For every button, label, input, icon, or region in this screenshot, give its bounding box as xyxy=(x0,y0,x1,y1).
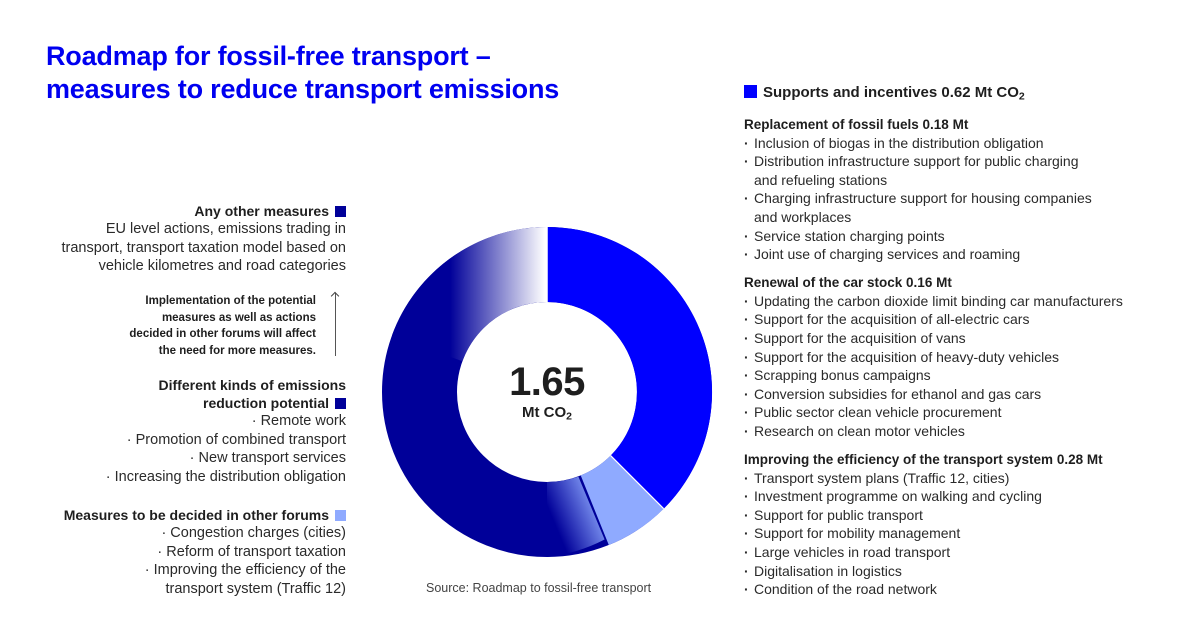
title-line-2: measures to reduce transport emissions xyxy=(46,74,560,104)
item-text: Support for mobility management xyxy=(754,525,961,542)
list-item: Research on clean motor vehicles xyxy=(744,422,1184,441)
section-transport-efficiency: Improving the efficiency of the transpor… xyxy=(744,451,1184,599)
page-title: Roadmap for fossil-free transport – meas… xyxy=(46,40,686,106)
legend-swatch-navy-icon xyxy=(335,398,346,409)
legend-other-forums: Measures to be decided in other forums ·… xyxy=(64,506,346,598)
list-item: Public sector clean vehicle procurement xyxy=(744,403,1184,422)
legend-reduction-potential: Different kinds of emissions reduction p… xyxy=(106,376,346,486)
legend-heading: reduction potential xyxy=(106,394,346,412)
segment-supports-incentives xyxy=(547,226,713,509)
source-caption: Source: Roadmap to fossil-free transport xyxy=(426,581,652,595)
note-line: Implementation of the potential xyxy=(145,295,316,307)
legend-line: EU level actions, emissions trading in xyxy=(105,221,346,237)
list-item: Distribution infrastructure support for … xyxy=(744,152,1184,189)
list-item: Charging infrastructure support for hous… xyxy=(744,189,1184,226)
list-item: Support for the acquisition of vans xyxy=(744,329,1184,348)
section-fossil-fuels: Replacement of fossil fuels 0.18 Mt Incl… xyxy=(744,116,1184,264)
list-item: · Increasing the distribution obligation xyxy=(105,468,346,485)
supports-title: Supports and incentives 0.62 Mt CO2 xyxy=(744,83,1184,107)
list-item: · Reform of transport taxation xyxy=(157,543,346,560)
list-item: transport system (Traffic 12) xyxy=(165,580,347,597)
segment-any-other-measures xyxy=(391,227,547,362)
legend-any-other-measures: Any other measures EU level actions, emi… xyxy=(61,202,346,276)
list-item: Support for public transport xyxy=(744,506,1184,525)
list-item: Support for the acquisition of all-elect… xyxy=(744,310,1184,329)
section-car-stock: Renewal of the car stock 0.16 Mt Updatin… xyxy=(744,274,1184,441)
legend-swatch-navy-icon xyxy=(335,206,346,217)
item-text: Investment programme on walking and cycl… xyxy=(754,488,1042,505)
legend-heading-text: reduction potential xyxy=(203,395,329,411)
item-text-continued: and refueling stations xyxy=(754,171,888,188)
item-text: Distribution infrastructure support for … xyxy=(754,153,1079,170)
list-item: Inclusion of biogas in the distribution … xyxy=(744,134,1184,153)
note-line: decided in other forums will affect xyxy=(129,328,316,340)
arrow-up-icon xyxy=(335,293,336,356)
item-text: Inclusion of biogas in the distribution … xyxy=(754,134,1044,151)
legend-heading: Measures to be decided in other forums xyxy=(64,506,346,524)
item-text: Charging infrastructure support for hous… xyxy=(754,190,1092,207)
unit-text: Mt CO xyxy=(521,404,567,421)
list-item: · New transport services xyxy=(189,450,346,466)
donut-total-unit: Mt CO2 xyxy=(447,404,647,426)
section-heading: Improving the efficiency of the transpor… xyxy=(744,451,1103,467)
legend-line: vehicle kilometres and road categories xyxy=(98,258,346,274)
list-item: Support for mobility management xyxy=(744,524,1184,543)
list-item: · Improving the efficiency of the xyxy=(144,562,346,578)
item-text: Joint use of charging services and roami… xyxy=(754,246,1021,263)
unit-subscript: 2 xyxy=(566,410,572,423)
list-item: Updating the carbon dioxide limit bindin… xyxy=(744,292,1184,311)
legend-swatch-light-blue-icon xyxy=(335,510,346,521)
list-item: Service station charging points xyxy=(744,227,1184,246)
list-item: · Promotion of combined transport xyxy=(126,431,346,448)
list-item: Joint use of charging services and roami… xyxy=(744,245,1184,264)
item-text: Service station charging points xyxy=(754,227,945,244)
item-text: Support for the acquisition of vans xyxy=(754,329,966,346)
list-item: Conversion subsidies for ethanol and gas… xyxy=(744,385,1184,404)
item-text: Large vehicles in road transport xyxy=(754,543,951,560)
item-text: Scrapping bonus campaigns xyxy=(754,367,931,384)
legend-heading: Different kinds of emissions xyxy=(158,377,346,393)
item-text: Public sector clean vehicle procurement xyxy=(754,404,1002,421)
legend-swatch-blue-icon xyxy=(744,85,757,98)
note-line: measures as well as actions xyxy=(161,311,316,324)
legend-line: transport, transport taxation model base… xyxy=(61,239,346,256)
legend-heading-text: Any other measures xyxy=(194,203,329,219)
donut-chart xyxy=(382,226,713,557)
legend-heading: Any other measures xyxy=(61,202,346,220)
item-text: Digitalisation in logistics xyxy=(754,562,902,579)
item-text: Support for public transport xyxy=(754,506,923,523)
item-text: Conversion subsidies for ethanol and gas… xyxy=(754,385,1042,402)
note-line: the need for more measures. xyxy=(158,344,316,357)
list-item: · Remote work xyxy=(251,413,346,429)
legend-heading-text: Measures to be decided in other forums xyxy=(63,507,329,523)
supports-incentives-panel: Supports and incentives 0.62 Mt CO2 Repl… xyxy=(744,83,1184,599)
implementation-note: Implementation of the potential measures… xyxy=(129,293,316,359)
segment-divider xyxy=(610,455,665,510)
list-item: Digitalisation in logistics xyxy=(744,562,1184,581)
segment-transition xyxy=(547,476,605,557)
supports-title-subscript: 2 xyxy=(1018,90,1025,103)
list-item: Condition of the road network xyxy=(744,580,1184,599)
list-item: Transport system plans (Traffic 12, citi… xyxy=(744,469,1184,488)
item-text: Condition of the road network xyxy=(754,581,937,598)
item-text: Transport system plans (Traffic 12, citi… xyxy=(754,469,1010,486)
list-item: Support for the acquisition of heavy-dut… xyxy=(744,348,1184,367)
list-item: Large vehicles in road transport xyxy=(744,543,1184,562)
section-heading: Renewal of the car stock 0.16 Mt xyxy=(744,274,952,290)
section-heading: Replacement of fossil fuels 0.18 Mt xyxy=(744,116,969,132)
item-text: Support for the acquisition of heavy-dut… xyxy=(754,348,1060,365)
list-item: · Congestion charges (cities) xyxy=(161,525,346,541)
title-line-1: Roadmap for fossil-free transport – xyxy=(46,41,491,71)
item-text: Updating the carbon dioxide limit bindin… xyxy=(754,292,1123,309)
donut-total-value: 1.65 xyxy=(509,360,585,404)
list-item: Scrapping bonus campaigns xyxy=(744,366,1184,385)
supports-title-text: Supports and incentives 0.62 Mt CO xyxy=(763,84,1019,101)
list-item: Investment programme on walking and cycl… xyxy=(744,487,1184,506)
segment-other-forums xyxy=(580,455,664,545)
item-text: Research on clean motor vehicles xyxy=(754,422,965,439)
item-text-continued: and workplaces xyxy=(754,209,852,225)
item-text: Support for the acquisition of all-elect… xyxy=(754,311,1030,328)
